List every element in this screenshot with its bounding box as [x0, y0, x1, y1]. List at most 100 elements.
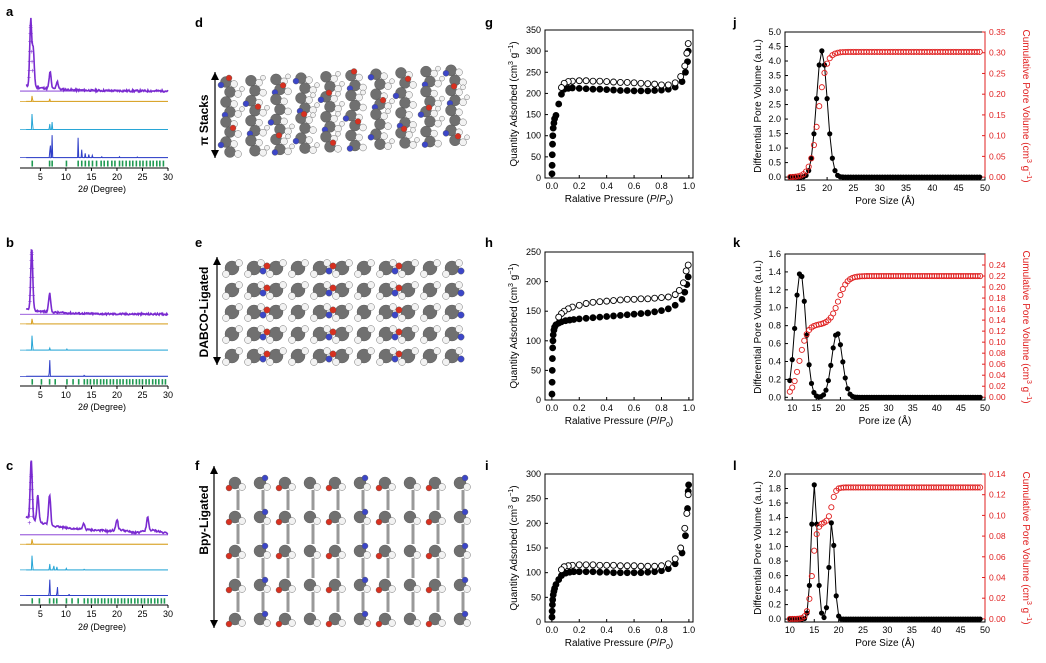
exp-marker: +: [30, 68, 34, 75]
atom: [428, 612, 442, 626]
exp-marker: +: [31, 514, 35, 521]
atom: [425, 620, 433, 628]
x-tick-label: 25: [858, 625, 868, 635]
atom: [301, 303, 309, 311]
atom: [433, 259, 441, 267]
y-axis-label: Differential Pore Volume (a.u.): [753, 481, 764, 615]
x-tick-label: 30: [875, 183, 885, 193]
atom: [285, 133, 291, 140]
differential-point: [804, 610, 810, 616]
adsorption-point: [575, 568, 583, 576]
y-axis-label: Quantity Adsorbed (cm3 g−1): [508, 485, 520, 610]
atom: [288, 619, 296, 627]
atom: [261, 610, 269, 618]
exp-marker: +: [31, 284, 35, 291]
differential-point: [829, 155, 835, 161]
atom: [301, 281, 309, 289]
adsorption-point: [548, 378, 556, 386]
y-tick-label: 150: [526, 110, 541, 120]
cumulative-point: [801, 613, 808, 620]
cumulative-point: [832, 305, 839, 312]
atom: [411, 325, 419, 333]
atom: [238, 619, 246, 627]
y-tick-label: 1.5: [768, 129, 781, 139]
atom: [384, 82, 392, 90]
y-label-post: g: [509, 275, 520, 283]
x-tick-label: 30: [884, 403, 894, 413]
atom: [279, 259, 287, 267]
atom: [335, 91, 341, 97]
x-label-p2: P: [659, 638, 666, 649]
atom: [235, 259, 243, 267]
atom: [328, 544, 342, 558]
right-y-tick-label: 0.16: [989, 304, 1006, 314]
exp-marker: +: [27, 520, 31, 527]
y-tick-label: 0.5: [768, 158, 781, 168]
atom: [263, 306, 271, 314]
y-label-end: ): [509, 485, 520, 488]
y-tick-label: 0: [536, 617, 541, 627]
x-axis-label-theta: θ: [83, 622, 88, 632]
y-tick-label: 4.0: [768, 56, 781, 66]
atom: [338, 551, 346, 559]
right-label-post: g: [1020, 163, 1031, 171]
atom: [249, 144, 261, 157]
differential-point: [806, 582, 812, 589]
x-tick-label: 0.6: [628, 625, 641, 635]
desorption-point: [596, 561, 604, 569]
differential-point: [794, 292, 800, 298]
atom: [228, 612, 242, 626]
atom: [425, 552, 433, 560]
desorption-point: [616, 296, 624, 304]
exp-marker: +: [28, 284, 32, 291]
atom: [457, 267, 465, 275]
atom: [345, 325, 353, 333]
atom: [313, 517, 321, 525]
adsorption-point: [603, 568, 611, 576]
desorption-point: [623, 78, 631, 86]
atom: [463, 517, 471, 525]
cumulative-point: [793, 368, 801, 375]
x-tick-label: 25: [860, 403, 870, 413]
atom: [228, 510, 242, 524]
atom: [439, 75, 445, 82]
atom: [255, 138, 263, 147]
atom: [367, 259, 375, 267]
atom: [403, 476, 417, 490]
atom: [439, 95, 445, 102]
atom: [332, 292, 340, 300]
atom: [442, 358, 450, 366]
cumulative-point: [805, 163, 812, 170]
atom: [455, 68, 463, 77]
atom: [266, 270, 274, 278]
cumulative-point: [796, 615, 803, 622]
atom: [224, 146, 236, 158]
atom: [359, 143, 367, 152]
atom: [459, 98, 467, 107]
atom: [389, 347, 397, 355]
adsorption-point: [575, 84, 583, 92]
y-tick-label: 0.4: [768, 356, 781, 366]
adsorption-point: [555, 100, 563, 108]
atom: [361, 542, 369, 550]
atom: [442, 336, 450, 344]
desorption-point: [681, 524, 689, 532]
right-y-tick-label: 0.30: [989, 48, 1006, 58]
desorption-point: [644, 562, 652, 570]
adsorption-point: [575, 315, 583, 323]
atom: [305, 116, 313, 124]
cumulative-point: [803, 168, 810, 175]
right-label-sup: 3: [1025, 380, 1032, 384]
atom: [220, 116, 232, 128]
differential-point: [835, 331, 841, 337]
desorption-point: [684, 491, 692, 499]
atom: [335, 111, 341, 117]
atom: [367, 133, 375, 141]
differential-point: [816, 582, 822, 589]
layer-arrow-head: [213, 357, 221, 365]
atom: [339, 81, 345, 87]
adsorption-point: [664, 305, 672, 313]
atom: [455, 281, 463, 289]
atom: [259, 88, 267, 97]
cumulative-point: [795, 173, 802, 180]
